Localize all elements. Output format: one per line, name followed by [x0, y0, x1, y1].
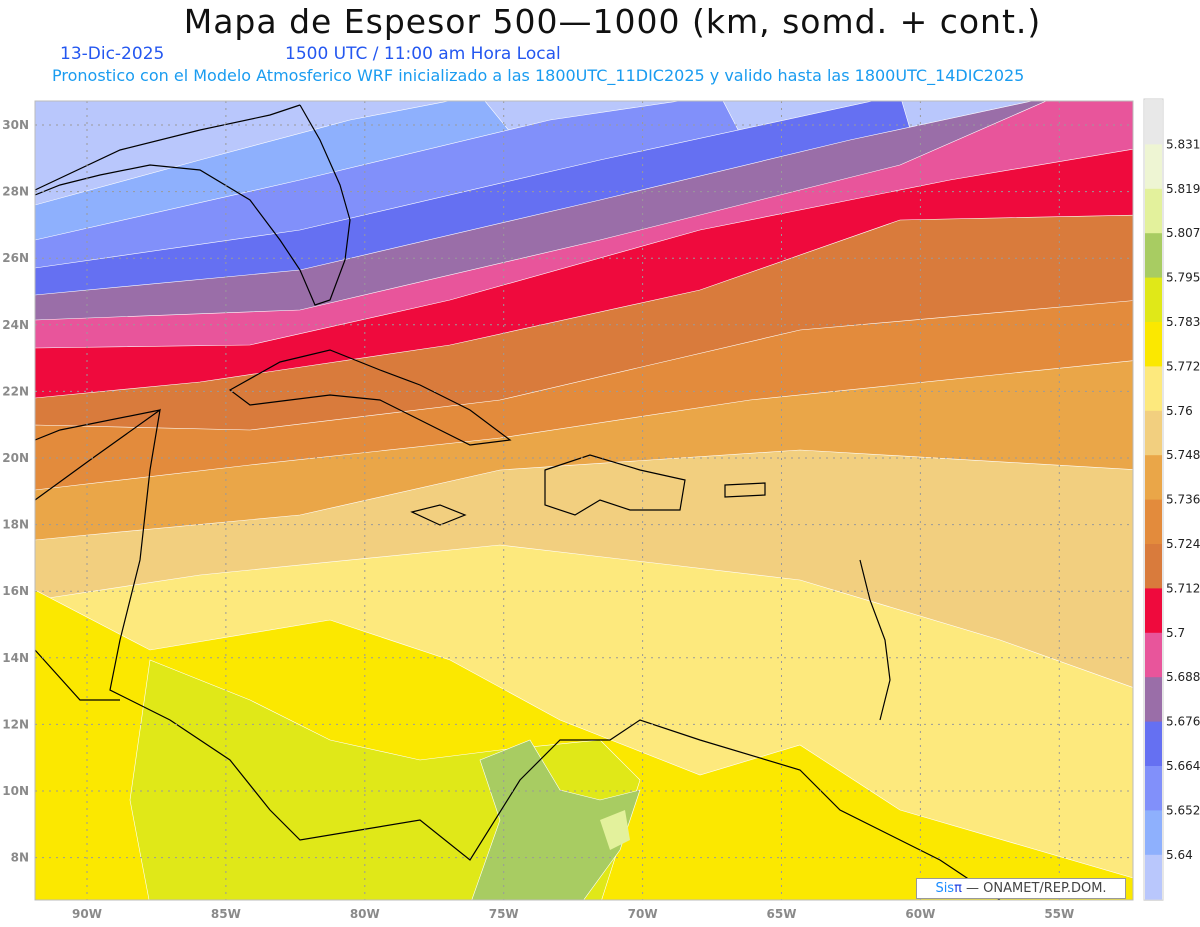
colorbar-label: 5.819	[1166, 182, 1200, 196]
lat-label: 26N	[2, 251, 29, 265]
colorbar-swatch	[1145, 455, 1162, 501]
band	[600, 810, 630, 850]
grid-lines	[35, 101, 1133, 900]
lon-label: 70W	[628, 907, 658, 921]
colorbar-swatch	[1145, 766, 1162, 811]
colorbar-label: 5.807	[1166, 226, 1200, 240]
colorbar-swatch	[1145, 721, 1162, 767]
colorbar-swatch	[1145, 632, 1162, 678]
colorbar-label: 5.795	[1166, 271, 1200, 285]
yucatan-coast	[35, 409, 161, 701]
colorbar-swatch	[1145, 810, 1162, 856]
colorbar-label: 5.772	[1166, 359, 1200, 373]
coastlines	[35, 104, 1001, 900]
central-america-coast	[35, 408, 1001, 900]
colorbar-swatch	[1145, 499, 1162, 545]
lat-label: 12N	[2, 717, 29, 731]
lon-label: 90W	[72, 907, 102, 921]
hispaniola-coast	[544, 454, 686, 516]
credit-org: — ONAMET/REP.DOM.	[961, 881, 1107, 896]
lat-label: 18N	[2, 518, 29, 532]
colorbar-label: 5.64	[1166, 848, 1193, 862]
cuba-coast	[228, 349, 512, 446]
lat-label: 28N	[2, 185, 29, 199]
colorbar-swatch	[1145, 544, 1162, 589]
colorbar-frame	[1143, 98, 1164, 901]
colorbar-label: 5.7	[1166, 626, 1185, 640]
colorbar-label: 5.76	[1166, 404, 1193, 418]
credit-box: Sisπ — ONAMET/REP.DOM.	[916, 878, 1126, 899]
colorbar: 5.831 5.819 5.807 5.795 5.783 5.772 5.76 5.748 5…	[1143, 98, 1200, 901]
lat-label: 22N	[2, 384, 29, 398]
lon-label: 75W	[489, 907, 519, 921]
lat-label: 8N	[11, 851, 29, 865]
lat-label: 16N	[2, 584, 29, 598]
lon-label: 65W	[767, 907, 797, 921]
credit-sis: Sis	[935, 881, 955, 896]
colorbar-swatch	[1145, 100, 1162, 145]
colorbar-label: 5.736	[1166, 493, 1200, 507]
colorbar-label: 5.652	[1166, 803, 1200, 817]
colorbar-label: 5.688	[1166, 670, 1200, 684]
map-frame	[34, 100, 1134, 901]
lat-label: 20N	[2, 451, 29, 465]
lat-label: 24N	[2, 318, 29, 332]
lat-label: 10N	[2, 784, 29, 798]
map-title: Mapa de Espesor 500—1000 (km, somd. + co…	[183, 2, 1042, 41]
lon-label: 80W	[350, 907, 380, 921]
thickness-bands	[35, 101, 1133, 900]
florida-coast	[35, 104, 351, 306]
forecast-time: 1500 UTC / 11:00 am Hora Local	[285, 44, 561, 64]
colorbar-swatch	[1145, 854, 1162, 900]
colorbar-label: 5.831	[1166, 137, 1200, 151]
forecast-date: 13-Dic-2025	[60, 44, 165, 64]
axis-ticks: 30N 28N 26N 24N 22N 20N 18N 16N 14N 12N 10N 8N 90W 85…	[2, 100, 1134, 921]
lat-label: 30N	[2, 118, 29, 132]
colorbar-swatch	[1145, 366, 1162, 412]
colorbar-label: 5.724	[1166, 537, 1200, 551]
colorbar-swatch	[1145, 144, 1162, 190]
colorbar-swatch	[1145, 188, 1162, 234]
colorbar-label: 5.676	[1166, 715, 1200, 729]
colorbar-label: 5.748	[1166, 448, 1200, 462]
lon-label: 55W	[1044, 907, 1074, 921]
colorbar-swatch	[1145, 410, 1162, 456]
colorbar-swatch	[1145, 322, 1162, 367]
jamaica-coast	[410, 504, 467, 526]
lat-label: 14N	[2, 651, 29, 665]
colorbar-label: 5.783	[1166, 315, 1200, 329]
colorbar-swatch	[1145, 677, 1162, 723]
lon-label: 60W	[905, 907, 935, 921]
lon-label: 85W	[211, 907, 241, 921]
forecast-description: Pronostico con el Modelo Atmosferico WRF…	[52, 66, 1025, 85]
colorbar-label: 5.712	[1166, 581, 1200, 595]
colorbar-swatch	[1145, 588, 1162, 634]
colorbar-label: 5.664	[1166, 759, 1200, 773]
lesser-antilles	[859, 559, 891, 721]
band	[471, 739, 641, 900]
colorbar-swatch	[1145, 277, 1162, 323]
puerto-rico-coast	[724, 482, 766, 498]
colorbar-swatch	[1145, 233, 1162, 279]
credit-pi: π	[954, 881, 962, 896]
